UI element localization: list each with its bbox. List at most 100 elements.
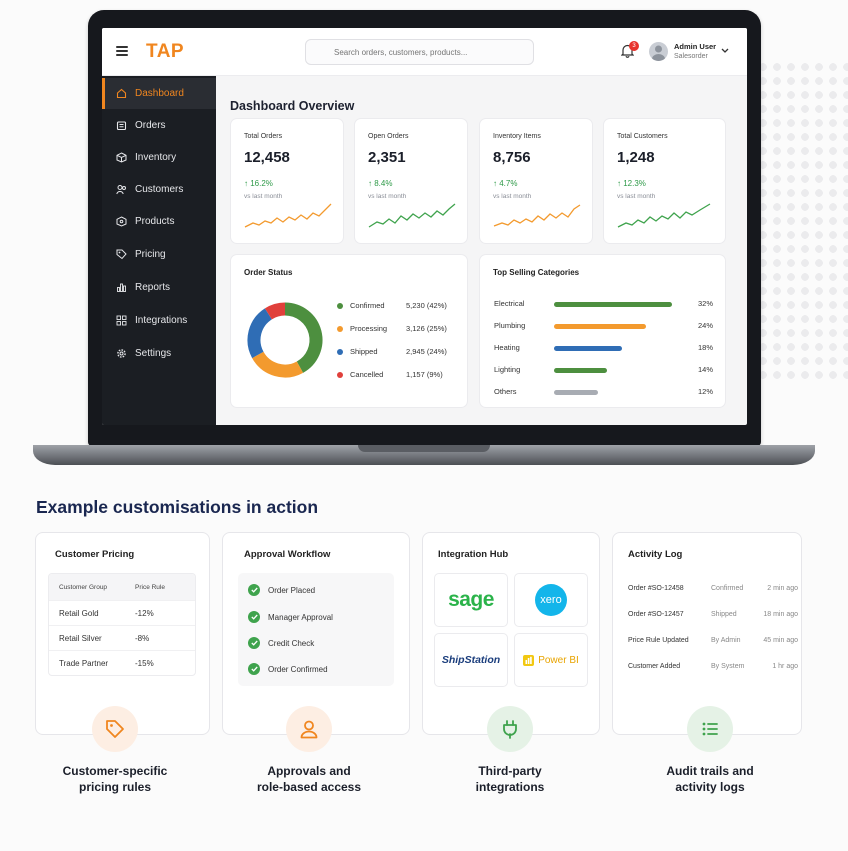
category-bar	[554, 302, 672, 307]
pricing-caption: Customer-specific pricing rules	[62, 764, 168, 794]
donut-slice-processing[interactable]	[252, 351, 304, 378]
category-label: Electrical	[494, 299, 525, 308]
sidebar-item-label: Reports	[135, 282, 171, 293]
sidebar-item-label: Orders	[135, 120, 166, 131]
chart-icon	[117, 283, 126, 292]
category-percent: 18%	[697, 343, 713, 352]
sidebar-item-label: Settings	[135, 348, 172, 359]
donut-chart	[247, 302, 323, 378]
category-bar	[554, 368, 608, 373]
stat-label: Inventory Items	[493, 133, 541, 140]
sidebar-item-customers[interactable]: Customers	[102, 174, 216, 205]
sidebar: Dashboard Orders Inventory Customers Pro…	[102, 76, 216, 425]
shipstation-logo[interactable]: ShipStation	[434, 633, 508, 687]
chevron-down-icon[interactable]	[721, 48, 729, 54]
avatar[interactable]	[649, 42, 668, 61]
legend-value: 1,157 (9%)	[406, 370, 443, 379]
tag-icon	[92, 706, 138, 752]
check-icon	[248, 663, 260, 675]
app-screen: TAP 3 Admin User Salesorder Dashboard Or…	[102, 28, 747, 425]
stat-subtext: vs last month	[617, 193, 656, 200]
stat-subtext: vs last month	[493, 193, 532, 200]
workflow-steps: Order Placed Manager Approval Credit Che…	[238, 573, 394, 686]
legend-item: Processing	[337, 324, 387, 333]
donut-slice-shipped[interactable]	[247, 308, 273, 359]
stat-change: ↑ 4.7%	[493, 179, 518, 188]
sidebar-item-label: Customers	[135, 184, 184, 195]
sidebar-item-integrations[interactable]: Integrations	[102, 305, 216, 336]
sidebar-item-label: Integrations	[135, 315, 188, 326]
stat-label: Total Customers	[617, 133, 668, 140]
card-title: Top Selling Categories	[493, 268, 580, 277]
home-icon	[116, 88, 127, 99]
integration-hub-card: Integration Hub sage xero ShipStation Po…	[422, 532, 600, 735]
page-title: Dashboard Overview	[230, 99, 355, 113]
category-percent: 12%	[697, 387, 713, 396]
app-logo[interactable]: TAP	[146, 41, 185, 62]
donut-slice-cancelled[interactable]	[264, 302, 286, 320]
stat-card-total-orders[interactable]: Total Orders 12,458 ↑ 16.2% vs last mont…	[230, 118, 344, 244]
category-percent: 14%	[697, 365, 713, 374]
card-title: Order Status	[244, 268, 293, 277]
stat-subtext: vs last month	[368, 193, 407, 200]
card-title: Activity Log	[628, 549, 683, 560]
stat-value: 1,248	[617, 149, 655, 166]
user-icon	[286, 706, 332, 752]
check-icon	[248, 637, 260, 649]
activity-log-card: Activity Log Order #SO-12458 Confirmed 2 m…	[612, 532, 802, 735]
sidebar-item-dashboard[interactable]: Dashboard	[102, 78, 216, 109]
sidebar-item-pricing[interactable]: Pricing	[102, 239, 216, 270]
stat-value: 12,458	[244, 149, 290, 166]
orders-icon	[116, 121, 127, 131]
section-heading: Example customisations in action	[36, 497, 319, 517]
laptop-notch	[358, 445, 490, 452]
product-icon	[116, 216, 127, 227]
table-header: Customer Group Price Rule	[49, 574, 195, 600]
xero-logo[interactable]: xero	[514, 573, 588, 627]
legend-item: Shipped	[337, 347, 378, 356]
user-name[interactable]: Admin User	[674, 42, 717, 51]
sidebar-item-orders[interactable]: Orders	[102, 110, 216, 141]
user-role: Salesorder	[674, 53, 708, 60]
workflow-step: Order Placed	[248, 584, 315, 596]
power-bi-logo[interactable]: Power BI	[514, 633, 588, 687]
sidebar-item-reports[interactable]: Reports	[102, 272, 216, 303]
category-bar	[554, 346, 623, 351]
sidebar-item-products[interactable]: Products	[102, 206, 216, 237]
legend-value: 2,945 (24%)	[406, 347, 447, 356]
stat-value: 8,756	[493, 149, 531, 166]
plug-icon	[487, 706, 533, 752]
stat-card-open-orders[interactable]: Open Orders 2,351 ↑ 8.4% vs last month	[354, 118, 468, 244]
category-label: Heating	[494, 343, 520, 352]
pricing-table: Customer Group Price Rule Retail Gold -12%…	[48, 573, 196, 676]
category-label: Lighting	[494, 365, 521, 374]
approval-caption: Approvals and role-based access	[256, 764, 362, 794]
hamburger-menu-icon[interactable]	[116, 46, 128, 56]
stat-card-total-customers[interactable]: Total Customers 1,248 ↑ 12.3% vs last mo…	[603, 118, 726, 244]
laptop-base	[33, 445, 815, 465]
stat-card-inventory-items[interactable]: Inventory Items 8,756 ↑ 4.7% vs last mon…	[479, 118, 593, 244]
sage-logo[interactable]: sage	[434, 573, 508, 627]
card-title: Integration Hub	[438, 549, 509, 560]
legend-item: Confirmed	[337, 301, 385, 310]
notification-badge: 3	[629, 41, 639, 51]
search-input[interactable]	[305, 39, 534, 65]
integration-caption: Third-party integrations	[475, 764, 545, 794]
check-icon	[248, 611, 260, 623]
donut-slice-confirmed[interactable]	[284, 302, 323, 373]
sidebar-item-label: Pricing	[135, 249, 166, 260]
users-icon	[116, 185, 126, 195]
stat-change: ↑ 12.3%	[617, 179, 646, 188]
table-row: Retail Gold -12%	[49, 600, 195, 625]
sparkline	[368, 203, 456, 228]
sparkline	[244, 203, 332, 228]
sidebar-item-label: Dashboard	[135, 88, 184, 99]
stat-subtext: vs last month	[244, 193, 283, 200]
sidebar-item-inventory[interactable]: Inventory	[102, 142, 216, 173]
category-bar	[554, 390, 598, 395]
stat-change: ↑ 16.2%	[244, 179, 273, 188]
sidebar-item-settings[interactable]: Settings	[102, 338, 216, 369]
stat-label: Total Orders	[244, 133, 283, 140]
workflow-step: Order Confirmed	[248, 663, 328, 675]
power-bi-icon	[523, 654, 535, 666]
